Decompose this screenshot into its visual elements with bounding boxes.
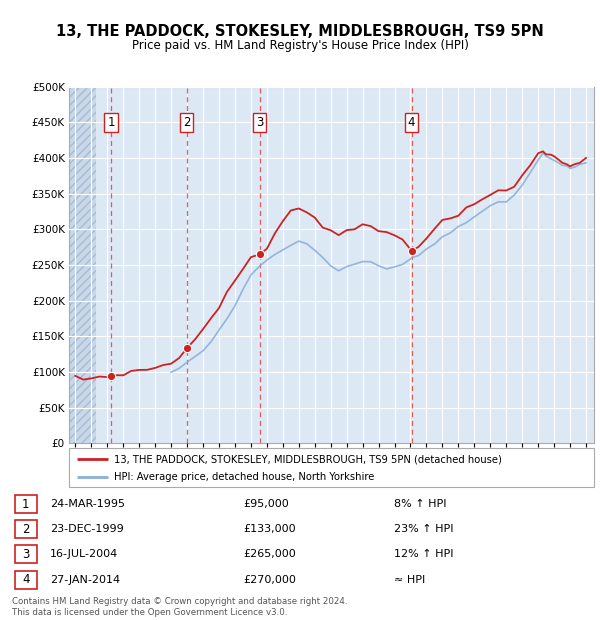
Text: 23-DEC-1999: 23-DEC-1999 <box>50 525 124 534</box>
Text: 8% ↑ HPI: 8% ↑ HPI <box>394 499 446 509</box>
Text: 2: 2 <box>183 116 191 129</box>
Text: 1: 1 <box>22 498 29 511</box>
Text: 3: 3 <box>22 548 29 561</box>
Text: 27-JAN-2014: 27-JAN-2014 <box>50 575 120 585</box>
Text: 13, THE PADDOCK, STOKESLEY, MIDDLESBROUGH, TS9 5PN: 13, THE PADDOCK, STOKESLEY, MIDDLESBROUG… <box>56 24 544 38</box>
Text: HPI: Average price, detached house, North Yorkshire: HPI: Average price, detached house, Nort… <box>113 472 374 482</box>
FancyBboxPatch shape <box>15 570 37 588</box>
Text: 2: 2 <box>22 523 29 536</box>
Text: ≈ HPI: ≈ HPI <box>394 575 425 585</box>
FancyBboxPatch shape <box>15 495 37 513</box>
Text: £265,000: £265,000 <box>244 549 296 559</box>
Text: £95,000: £95,000 <box>244 499 289 509</box>
Text: 23% ↑ HPI: 23% ↑ HPI <box>394 525 454 534</box>
Text: 4: 4 <box>22 573 29 586</box>
Text: 24-MAR-1995: 24-MAR-1995 <box>50 499 125 509</box>
FancyBboxPatch shape <box>15 546 37 564</box>
Bar <box>69 87 96 443</box>
Text: £270,000: £270,000 <box>244 575 296 585</box>
Text: 13, THE PADDOCK, STOKESLEY, MIDDLESBROUGH, TS9 5PN (detached house): 13, THE PADDOCK, STOKESLEY, MIDDLESBROUG… <box>113 454 502 464</box>
Text: 16-JUL-2004: 16-JUL-2004 <box>50 549 118 559</box>
Text: 3: 3 <box>256 116 263 129</box>
FancyBboxPatch shape <box>15 520 37 538</box>
Text: 12% ↑ HPI: 12% ↑ HPI <box>394 549 454 559</box>
Text: Price paid vs. HM Land Registry's House Price Index (HPI): Price paid vs. HM Land Registry's House … <box>131 39 469 52</box>
Text: £133,000: £133,000 <box>244 525 296 534</box>
Text: 1: 1 <box>107 116 115 129</box>
Text: 4: 4 <box>408 116 415 129</box>
Text: Contains HM Land Registry data © Crown copyright and database right 2024.
This d: Contains HM Land Registry data © Crown c… <box>12 598 347 617</box>
